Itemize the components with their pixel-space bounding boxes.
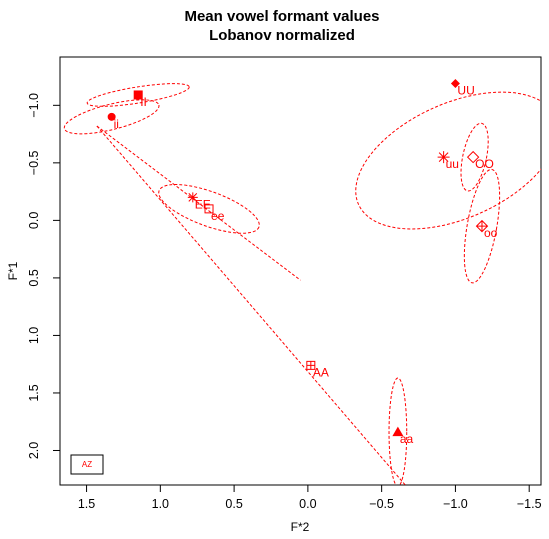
point-II xyxy=(133,90,143,100)
ellipse-aa xyxy=(388,377,408,485)
trend-line xyxy=(96,125,406,485)
point-label-OO: OO xyxy=(475,157,494,171)
point-label-ee: ee xyxy=(211,209,225,223)
legend-box xyxy=(70,454,104,475)
x-tick-label: 1.5 xyxy=(78,497,95,511)
point-label-AA: AA xyxy=(313,365,329,379)
x-tick-label: −1.5 xyxy=(517,497,542,511)
point-label-ii: ii xyxy=(114,117,119,131)
point-EE xyxy=(187,192,198,203)
plot-frame xyxy=(59,56,542,486)
point-oo xyxy=(475,219,489,233)
point-aa xyxy=(392,426,404,437)
chart-title: Mean vowel formant values xyxy=(184,8,379,25)
point-ii xyxy=(107,112,116,121)
point-label-aa: aa xyxy=(400,432,414,446)
x-tick-label: −1.0 xyxy=(443,497,468,511)
y-tick-label: 0.5 xyxy=(27,269,41,286)
ellipse-uu xyxy=(355,91,541,230)
legend-entry: AZ xyxy=(82,460,92,469)
chart-subtitle: Lobanov normalized xyxy=(209,27,355,44)
y-tick-label: −0.5 xyxy=(27,150,41,175)
y-tick-label: 2.0 xyxy=(27,442,41,459)
ellipse-ii xyxy=(63,99,160,135)
ellipse-OO xyxy=(460,122,489,192)
point-label-oo: oo xyxy=(484,226,498,240)
y-axis: −1.0 −0.5 0.0 0.5 1.0 1.5 2.0 xyxy=(27,93,60,459)
ellipse-II xyxy=(86,83,190,107)
trend-line xyxy=(96,125,301,281)
point-AA xyxy=(306,360,316,370)
y-tick-label: 1.0 xyxy=(27,327,41,344)
ellipse-ee xyxy=(158,184,260,234)
y-tick-label: 0.0 xyxy=(27,212,41,229)
point-label-EE: EE xyxy=(195,197,211,211)
point-label-II: II xyxy=(140,95,147,109)
y-tick-label: 1.5 xyxy=(27,384,41,401)
x-tick-label: −0.5 xyxy=(369,497,394,511)
point-UU xyxy=(450,78,460,88)
point-OO xyxy=(466,150,480,164)
x-tick-label: 0.0 xyxy=(299,497,316,511)
y-tick-label: −1.0 xyxy=(27,93,41,118)
y-axis-label: F*1 xyxy=(6,261,20,280)
legend: AZ xyxy=(70,454,104,475)
x-tick-label: 0.5 xyxy=(225,497,242,511)
ellipse-oo xyxy=(463,168,501,284)
point-ee xyxy=(204,204,214,214)
x-tick-label: 1.0 xyxy=(152,497,169,511)
point-label-uu: uu xyxy=(446,157,459,171)
x-axis-label: F*2 xyxy=(291,520,310,534)
point-uu xyxy=(437,151,450,164)
x-axis: 1.5 1.0 0.5 0.0 −0.5 −1.0 −1.5 xyxy=(78,485,542,511)
point-label-UU: UU xyxy=(457,83,474,97)
